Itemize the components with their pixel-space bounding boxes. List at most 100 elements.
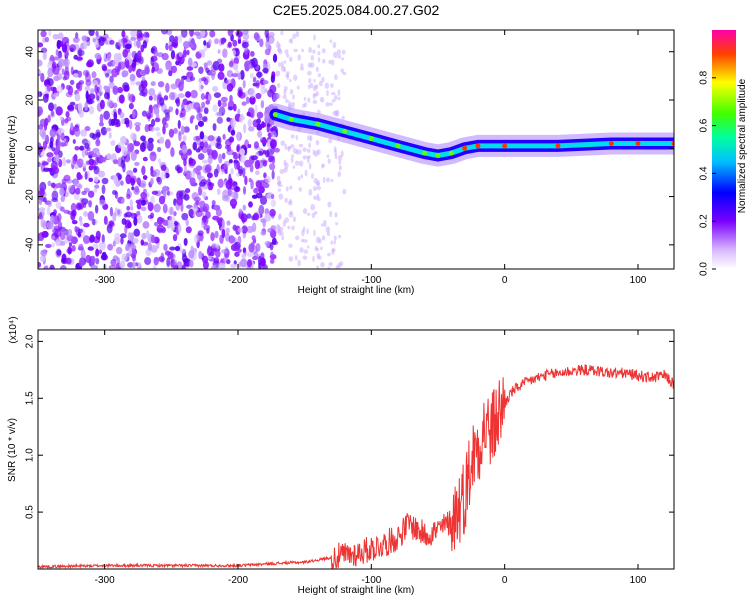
spectrogram-noise-speckle — [61, 36, 70, 44]
spectrogram-sparse-speckle — [280, 65, 286, 72]
spectrogram-noise-speckle — [181, 144, 188, 155]
spectrogram-sparse-speckle — [297, 259, 301, 267]
spectrogram-noise-speckle — [270, 251, 274, 257]
tone-track-point — [462, 145, 468, 151]
spectrogram-noise-speckle — [123, 87, 130, 92]
spectrogram-noise-speckle — [55, 106, 63, 116]
spectrogram-noise-speckle — [200, 92, 206, 101]
spectrogram-sparse-speckle — [290, 157, 294, 163]
spectrogram-noise-speckle — [170, 147, 175, 158]
spectrogram-noise-speckle — [65, 159, 71, 164]
spectrogram-noise-speckle — [240, 213, 248, 223]
spectrogram-noise-speckle — [53, 92, 60, 98]
spectrogram-noise-speckle — [260, 139, 268, 144]
spectrogram-noise-speckle — [217, 178, 224, 188]
spectrogram-noise-speckle — [110, 140, 116, 146]
spectrogram-noise-speckle — [230, 118, 236, 129]
spectrogram-noise-speckle — [186, 127, 190, 133]
spectrogram-noise-speckle — [132, 237, 139, 244]
spectrogram-sparse-speckle — [280, 30, 284, 36]
spectrogram-noise-speckle — [233, 190, 239, 201]
spectrogram-noise-speckle — [101, 251, 107, 261]
spectrogram-noise-speckle — [101, 177, 109, 185]
spectrogram-noise-speckle — [124, 43, 132, 50]
spectrogram-sparse-speckle — [298, 187, 303, 192]
spectrogram-noise-speckle — [193, 102, 201, 111]
spectrogram-sparse-speckle — [335, 109, 340, 117]
spectrogram-noise-speckle — [40, 249, 48, 257]
spectrogram-sparse-speckle — [317, 57, 321, 63]
spectrogram-noise-speckle — [249, 163, 254, 173]
spectrogram-noise-speckle — [122, 38, 126, 49]
spectrogram-noise-speckle — [71, 209, 77, 217]
tone-track-point — [475, 143, 481, 149]
spectrogram-noise-speckle — [42, 140, 48, 150]
spectrogram-noise-speckle — [195, 200, 200, 206]
spectrogram-noise-speckle — [107, 243, 114, 251]
spectrogram-noise-speckle — [166, 190, 170, 196]
spectrogram-noise-speckle — [141, 76, 146, 82]
spectrogram-noise-speckle — [215, 142, 219, 149]
spectrogram-sparse-speckle — [284, 98, 290, 104]
spectrogram-noise-speckle — [38, 106, 44, 116]
spectrogram-noise-speckle — [132, 254, 136, 262]
spectrogram-noise-speckle — [238, 165, 244, 175]
y-tick-label: 40 — [25, 46, 36, 58]
spectrogram-noise-speckle — [160, 30, 169, 35]
spectrogram-noise-speckle — [262, 79, 268, 85]
spectrogram-noise-speckle — [180, 151, 188, 161]
spectrogram-sparse-speckle — [276, 175, 281, 182]
spectrogram-noise-speckle — [157, 158, 162, 165]
spectrogram-noise-speckle — [187, 57, 193, 67]
spectrogram-sparse-speckle — [279, 168, 285, 175]
spectrogram-noise-speckle — [150, 234, 156, 244]
spectrogram-noise-speckle — [190, 170, 196, 178]
spectrogram-noise-speckle — [79, 145, 85, 151]
spectrogram-x-label: Height of straight line (km) — [298, 285, 415, 296]
spectrogram-noise-speckle — [51, 164, 57, 175]
spectrogram-noise-speckle — [269, 37, 274, 45]
spectrogram-noise-speckle — [156, 146, 162, 153]
spectrogram-noise-speckle — [253, 32, 260, 40]
spectrogram-noise-speckle — [237, 248, 242, 253]
spectrogram-noise-speckle — [221, 219, 225, 229]
spectrogram-noise-speckle — [216, 188, 221, 195]
spectrogram-noise-speckle — [253, 141, 259, 149]
spectrogram-noise-speckle — [173, 211, 177, 217]
spectrogram-noise-speckle — [48, 102, 55, 112]
spectrogram-noise-speckle — [270, 199, 277, 208]
spectrogram-noise-speckle — [218, 63, 225, 72]
spectrogram-noise-speckle — [269, 208, 276, 217]
spectrogram-noise-speckle — [80, 129, 88, 137]
spectrogram-noise-speckle — [56, 249, 62, 256]
spectrogram-noise-speckle — [237, 108, 241, 115]
spectrogram-noise-speckle — [232, 151, 238, 157]
spectrogram-noise-speckle — [59, 231, 66, 241]
spectrogram-noise-speckle — [58, 32, 64, 40]
spectrogram-noise-speckle — [57, 52, 63, 59]
spectrogram-noise-speckle — [197, 230, 204, 236]
spectrogram-noise-speckle — [201, 220, 205, 228]
spectrogram-noise-speckle — [85, 98, 93, 105]
spectrogram-noise-speckle — [99, 113, 104, 124]
spectrogram-noise-speckle — [91, 71, 97, 79]
spectrogram-noise-speckle — [61, 43, 68, 53]
spectrogram-sparse-speckle — [306, 212, 311, 216]
spectrogram-sparse-speckle — [315, 66, 319, 73]
spectrogram-sparse-speckle — [331, 98, 336, 103]
spectrogram-sparse-speckle — [276, 180, 282, 185]
spectrogram-noise-speckle — [197, 120, 205, 127]
spectrogram-noise-speckle — [229, 198, 238, 208]
spectrogram-noise-speckle — [38, 145, 43, 153]
tone-track-point — [502, 143, 508, 149]
spectrogram-sparse-speckle — [278, 214, 281, 221]
spectrogram-noise-speckle — [215, 111, 223, 118]
spectrogram-noise-speckle — [75, 32, 79, 39]
spectrogram-noise-speckle — [129, 93, 135, 103]
spectrogram-noise-speckle — [160, 164, 167, 172]
spectrogram-sparse-speckle — [317, 255, 322, 260]
spectrogram-noise-speckle — [88, 177, 94, 182]
spectrogram-noise-speckle — [269, 242, 274, 251]
y-tick-label: -20 — [25, 189, 36, 204]
spectrogram-noise-speckle — [201, 101, 206, 109]
